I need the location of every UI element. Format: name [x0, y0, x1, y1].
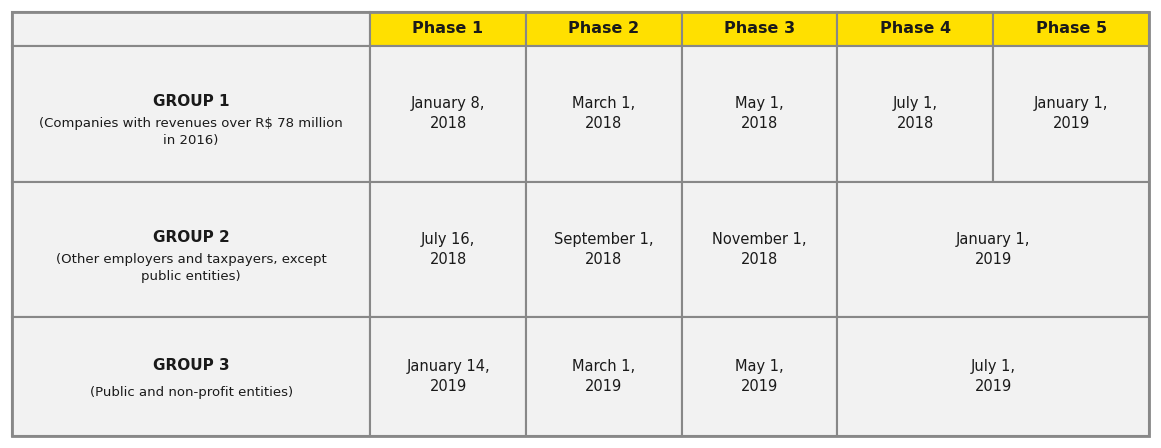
Text: GROUP 3: GROUP 3 [153, 358, 230, 374]
Text: Phase 5: Phase 5 [1036, 22, 1106, 36]
Bar [370, 46, 526, 181]
Text: November 1,
2018: November 1, 2018 [713, 232, 807, 267]
Text: May 1,
2019: May 1, 2019 [735, 359, 784, 394]
Bar [682, 181, 837, 317]
Bar [370, 317, 526, 436]
Text: January 1,
2019: January 1, 2019 [1034, 96, 1109, 131]
Text: March 1,
2018: March 1, 2018 [572, 96, 635, 131]
Bar [526, 46, 682, 181]
Text: (Companies with revenues over R$ 78 million
in 2016): (Companies with revenues over R$ 78 mill… [39, 117, 342, 147]
Text: Phase 3: Phase 3 [724, 22, 795, 36]
Bar [837, 181, 1149, 317]
Text: July 1,
2018: July 1, 2018 [893, 96, 938, 131]
Text: March 1,
2019: March 1, 2019 [572, 359, 635, 394]
Text: September 1,
2018: September 1, 2018 [554, 232, 654, 267]
Bar [12, 12, 370, 46]
Text: Phase 2: Phase 2 [568, 22, 640, 36]
Bar [837, 46, 993, 181]
Text: January 14,
2019: January 14, 2019 [406, 359, 490, 394]
Bar [12, 317, 370, 436]
Bar [12, 46, 370, 181]
Bar [837, 12, 993, 46]
Bar [12, 181, 370, 317]
Text: July 16,
2018: July 16, 2018 [421, 232, 475, 267]
Text: January 8,
2018: January 8, 2018 [411, 96, 485, 131]
Text: January 1,
2019: January 1, 2019 [956, 232, 1031, 267]
Bar [370, 12, 526, 46]
Bar [682, 12, 837, 46]
Text: May 1,
2018: May 1, 2018 [735, 96, 784, 131]
Text: Phase 4: Phase 4 [880, 22, 951, 36]
Bar [682, 317, 837, 436]
Text: GROUP 2: GROUP 2 [153, 230, 230, 245]
Bar [526, 181, 682, 317]
Text: GROUP 1: GROUP 1 [153, 94, 230, 109]
Bar [526, 12, 682, 46]
Text: (Other employers and taxpayers, except
public entities): (Other employers and taxpayers, except p… [56, 253, 326, 283]
Bar [682, 46, 837, 181]
Bar [526, 317, 682, 436]
Text: (Public and non-profit entities): (Public and non-profit entities) [89, 386, 293, 399]
Bar [837, 317, 1149, 436]
Text: Phase 1: Phase 1 [412, 22, 484, 36]
Text: July 1,
2019: July 1, 2019 [971, 359, 1016, 394]
Bar [370, 181, 526, 317]
Bar [993, 12, 1149, 46]
Bar [993, 46, 1149, 181]
